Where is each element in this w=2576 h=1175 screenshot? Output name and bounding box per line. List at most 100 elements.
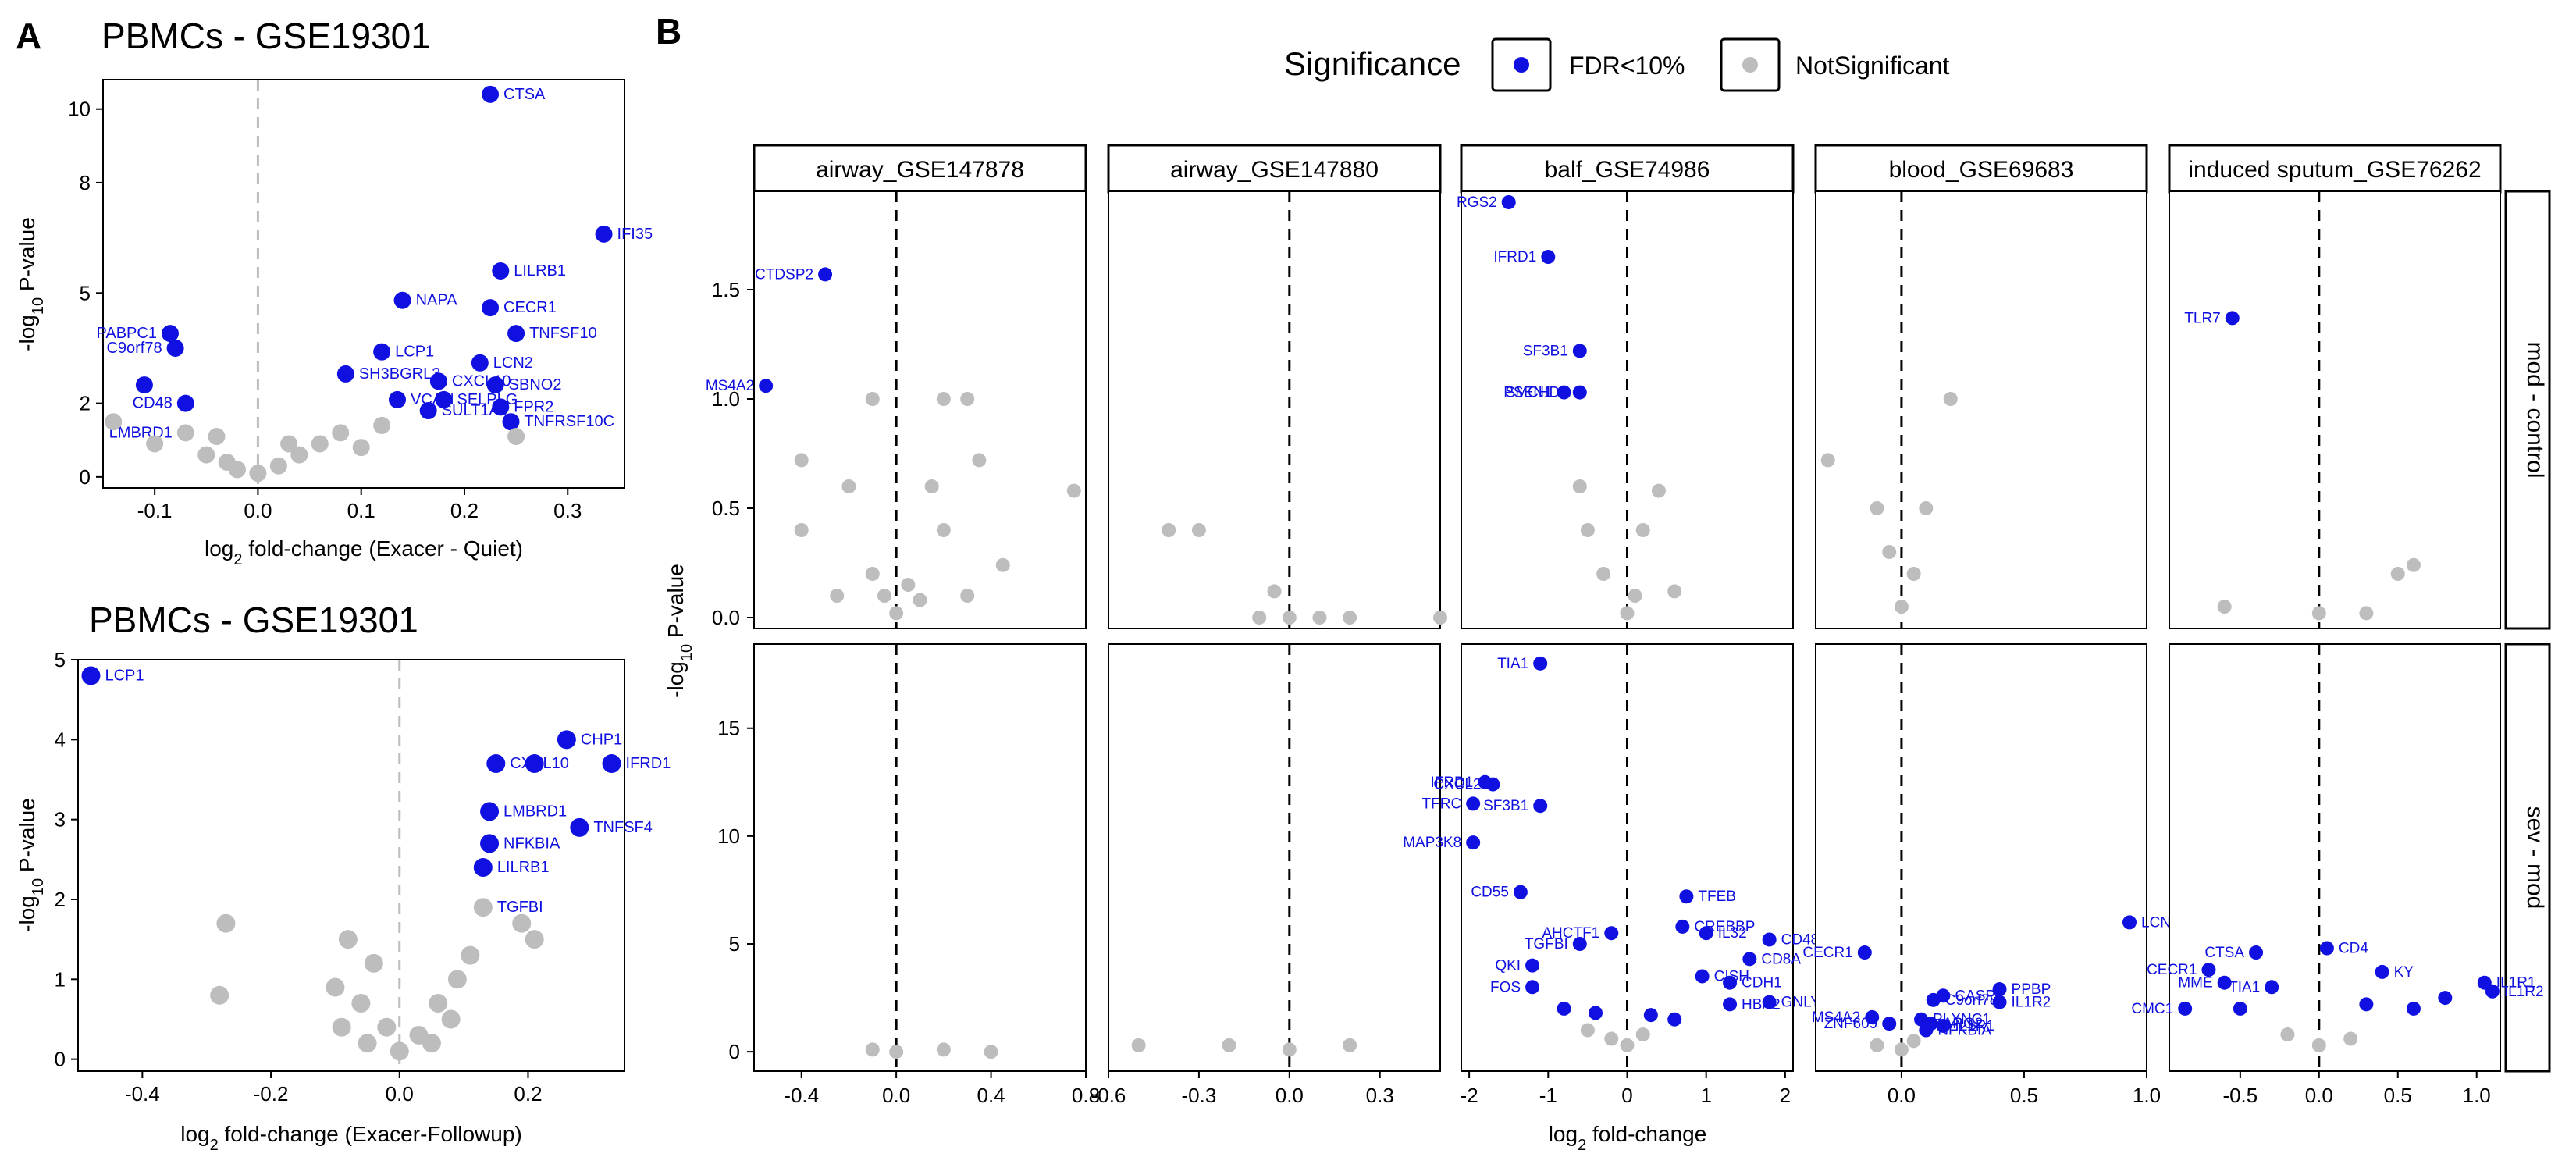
significant-point — [1882, 1017, 1897, 1031]
significant-point — [1919, 1023, 1934, 1038]
point-label: IL1R1 — [2496, 975, 2536, 992]
y-tick-label: 5 — [80, 281, 91, 304]
y-tick-label: 1.5 — [712, 278, 740, 301]
significant-point — [1992, 995, 2007, 1009]
background-point — [216, 913, 236, 933]
background-point — [352, 439, 370, 457]
y-axis-label: -log10 P-value — [15, 798, 47, 932]
significant-point — [525, 754, 544, 774]
significant-point — [1466, 835, 1481, 850]
background-point — [311, 435, 329, 453]
significant-point — [336, 365, 354, 383]
y-tick-label: 5 — [729, 932, 740, 956]
background-point — [1894, 600, 1909, 614]
background-point — [326, 977, 345, 997]
significant-point — [818, 267, 833, 282]
background-point — [794, 453, 809, 468]
point-label: CECR1 — [503, 299, 557, 316]
point-label: MAP3K8 — [1403, 835, 1461, 851]
background-point — [351, 994, 371, 1013]
point-label: ARG2 — [1943, 1016, 1984, 1032]
point-label: NFKBIA — [503, 835, 560, 852]
point-label: CD8A — [1761, 951, 1801, 967]
significant-point — [1699, 926, 1713, 941]
facet-strip — [2168, 144, 2502, 194]
significant-point — [1572, 385, 1587, 400]
point-label: IL1R2 — [2504, 984, 2544, 1000]
point-label: SH3BGRL3 — [359, 365, 440, 383]
x-axis-label: log2 fold-change — [1549, 1122, 1707, 1154]
y-tick-label: 8 — [80, 171, 91, 194]
significant-point — [419, 402, 437, 420]
background-point — [1343, 611, 1357, 625]
significant-point — [1762, 995, 1777, 1009]
background-point — [390, 1041, 409, 1061]
significant-point — [1533, 799, 1548, 814]
x-tick-label: -0.6 — [1091, 1084, 1126, 1107]
significant-point — [2265, 980, 2279, 995]
significant-point — [570, 817, 589, 837]
point-label: LCP1 — [105, 667, 144, 684]
significant-point — [1572, 937, 1587, 952]
significant-point — [2485, 984, 2500, 999]
point-label: LILRB1 — [514, 262, 566, 280]
facet-column-label: airway_GSE147878 — [816, 157, 1024, 183]
significant-point — [595, 225, 613, 243]
background-point — [1191, 523, 1206, 537]
background-point — [422, 1034, 441, 1053]
point-label: TNFSF4 — [593, 819, 653, 836]
x-tick-label: 0.4 — [977, 1084, 1005, 1107]
background-point — [461, 945, 480, 965]
facet-column-label: induced sputum_GSE76262 — [2188, 157, 2481, 183]
background-point — [936, 1042, 951, 1057]
point-label: TGFBI — [1525, 936, 1568, 952]
background-point — [830, 589, 845, 603]
point-label: IFRD1 — [626, 755, 671, 772]
facet-panel: CTDSP2 MS4A2 — [706, 190, 1087, 629]
significant-point — [1742, 952, 1757, 967]
significant-point — [1572, 344, 1587, 358]
significant-point — [1533, 656, 1548, 671]
significant-point — [602, 754, 621, 774]
plot-frame — [2169, 643, 2501, 1072]
point-label: HBA2 — [1742, 996, 1781, 1013]
x-tick-label: -0.5 — [2222, 1084, 2258, 1107]
significant-point — [1723, 975, 1738, 990]
legend-title: Significance — [1284, 45, 1461, 82]
x-tick-label: -2 — [1461, 1084, 1478, 1107]
point-label: IL1R1 — [1955, 1018, 1994, 1034]
background-point — [441, 1009, 461, 1029]
significant-point — [1643, 1008, 1658, 1023]
significant-point — [492, 262, 510, 280]
point-label: CHP1 — [581, 731, 622, 748]
x-tick-label: 1.0 — [2463, 1084, 2491, 1107]
background-point — [2280, 1027, 2295, 1042]
background-point — [924, 479, 939, 493]
significant-point — [2201, 963, 2216, 977]
background-point — [1882, 545, 1897, 559]
point-label: CD4 — [2339, 941, 2368, 957]
plot-frame — [1108, 190, 1441, 629]
background-point — [280, 435, 298, 453]
point-label: IL1R2 — [2012, 995, 2051, 1011]
background-point — [865, 567, 880, 581]
x-tick-label: 1 — [1700, 1084, 1711, 1107]
significant-point — [1695, 969, 1710, 984]
background-point — [1906, 567, 1921, 581]
point-label: MS4A2 — [706, 378, 754, 394]
significant-point — [2375, 964, 2389, 979]
background-point — [995, 557, 1010, 572]
background-point — [269, 457, 287, 475]
background-point — [373, 416, 391, 434]
x-tick-label: 0.5 — [2384, 1084, 2412, 1107]
x-tick-label: 0.0 — [2305, 1084, 2333, 1107]
point-label: SBNO2 — [509, 376, 562, 393]
significant-point — [1723, 997, 1738, 1012]
background-point — [1820, 453, 1835, 468]
y-tick-label: 1.0 — [712, 387, 740, 411]
background-point — [865, 392, 880, 406]
significant-point — [1857, 945, 1872, 960]
facet-panel — [1108, 190, 1447, 629]
